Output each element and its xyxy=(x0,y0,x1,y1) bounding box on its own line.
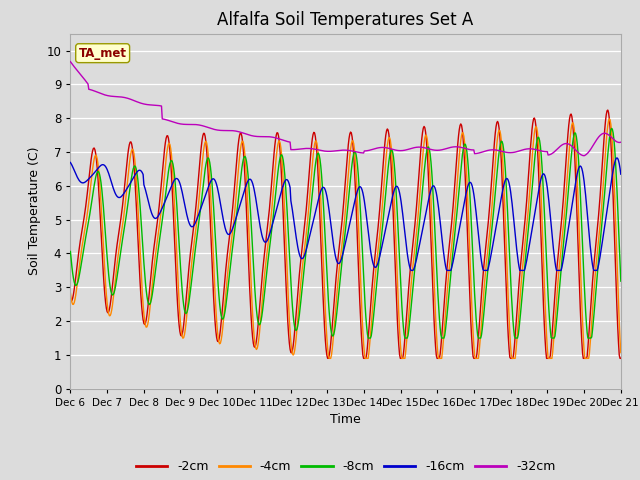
Title: Alfalfa Soil Temperatures Set A: Alfalfa Soil Temperatures Set A xyxy=(218,11,474,29)
Legend: -2cm, -4cm, -8cm, -16cm, -32cm: -2cm, -4cm, -8cm, -16cm, -32cm xyxy=(131,456,561,479)
X-axis label: Time: Time xyxy=(330,413,361,426)
Text: TA_met: TA_met xyxy=(79,47,127,60)
Y-axis label: Soil Temperature (C): Soil Temperature (C) xyxy=(28,147,41,276)
